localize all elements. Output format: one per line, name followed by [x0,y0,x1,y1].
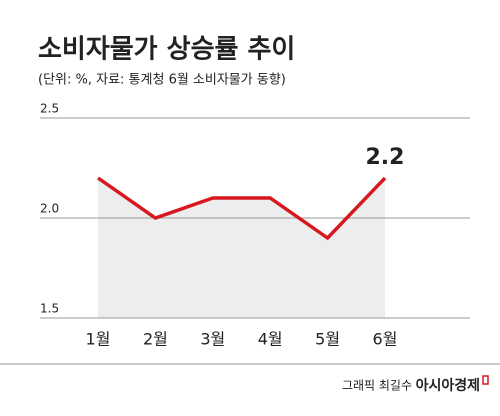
chart-title: 소비자물가 상승률 추이 [38,35,295,65]
x-tick-label: 6월 [373,330,398,349]
x-tick-label: 2월 [143,330,168,349]
chart-subtitle: (단위: %, 자료: 통계청 6월 소비자물가 동향) [38,73,286,88]
brand-icon [482,375,489,385]
y-tick-label: 2.0 [40,202,59,216]
y-tick-label: 2.5 [40,102,59,116]
x-tick-label: 1월 [86,330,111,349]
line [96,176,387,241]
data-label: 2.2 [366,145,405,170]
x-tick-label: 4월 [258,330,283,349]
y-tick-label: 1.5 [40,302,59,316]
credit: 그래픽 최길수 [342,379,412,393]
x-tick-label: 5월 [315,330,340,349]
brand: 아시아경제 [416,377,480,394]
x-tick-label: 3월 [200,330,225,349]
